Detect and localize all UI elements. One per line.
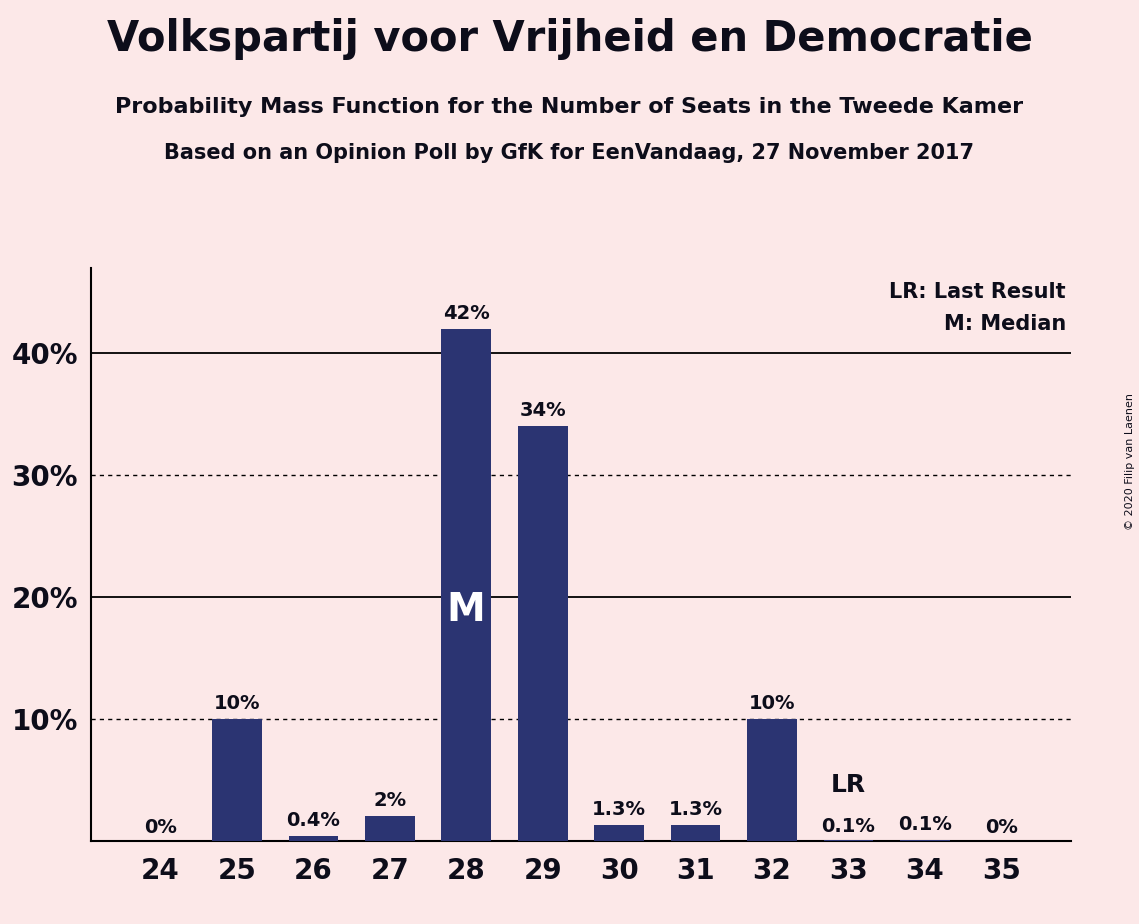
Text: 10%: 10% [214, 694, 260, 712]
Text: LR: Last Result: LR: Last Result [890, 283, 1066, 302]
Text: © 2020 Filip van Laenen: © 2020 Filip van Laenen [1125, 394, 1134, 530]
Text: 0%: 0% [985, 818, 1018, 837]
Text: 0.4%: 0.4% [286, 811, 341, 830]
Text: M: Median: M: Median [943, 314, 1066, 334]
Text: 10%: 10% [748, 694, 795, 712]
Bar [823, 840, 874, 841]
Bar [288, 836, 338, 841]
Text: Probability Mass Function for the Number of Seats in the Tweede Kamer: Probability Mass Function for the Number… [115, 97, 1024, 117]
Text: 34%: 34% [519, 401, 566, 420]
Text: M: M [446, 591, 485, 629]
Bar [747, 719, 797, 841]
Bar [595, 825, 644, 841]
Text: Based on an Opinion Poll by GfK for EenVandaag, 27 November 2017: Based on an Opinion Poll by GfK for EenV… [164, 143, 975, 164]
Bar [364, 817, 415, 841]
Bar [442, 329, 491, 841]
Text: 1.3%: 1.3% [592, 800, 646, 819]
Text: 0.1%: 0.1% [898, 815, 952, 833]
Text: 42%: 42% [443, 304, 490, 322]
Bar [671, 825, 720, 841]
Bar [518, 426, 567, 841]
Text: 2%: 2% [374, 791, 407, 810]
Text: 0.1%: 0.1% [821, 817, 876, 836]
Text: Volkspartij voor Vrijheid en Democratie: Volkspartij voor Vrijheid en Democratie [107, 18, 1032, 60]
Text: LR: LR [830, 773, 866, 797]
Bar [900, 840, 950, 841]
Text: 0%: 0% [144, 818, 177, 837]
Text: 1.3%: 1.3% [669, 800, 722, 819]
Bar [212, 719, 262, 841]
